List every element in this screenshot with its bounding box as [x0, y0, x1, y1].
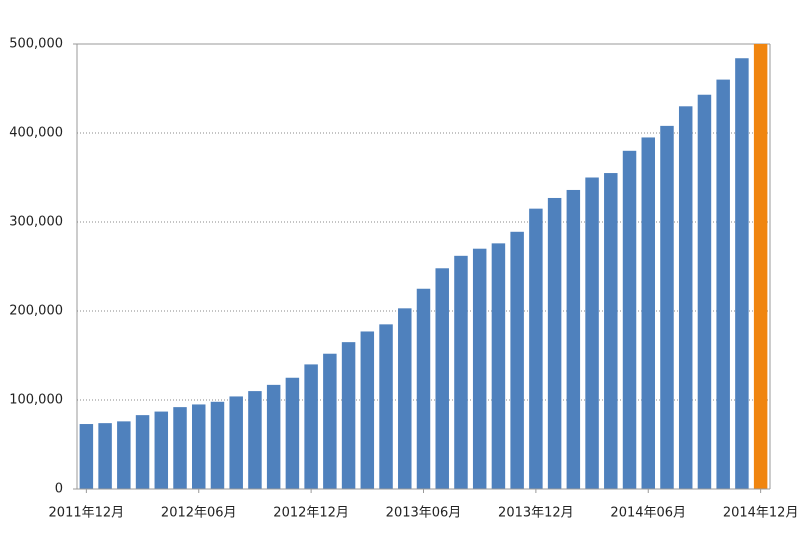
bar — [416, 288, 431, 489]
bar — [323, 353, 337, 489]
bar — [360, 331, 375, 489]
x-tick-label: 2012年12月 — [273, 506, 349, 521]
y-tick-label: 300,000 — [9, 215, 63, 230]
bar — [210, 401, 225, 489]
bar — [304, 364, 318, 489]
bar — [566, 189, 581, 489]
bar — [135, 415, 150, 489]
y-tick-label: 500,000 — [9, 37, 63, 52]
bar — [529, 208, 543, 489]
bar — [735, 58, 749, 490]
bar — [454, 255, 468, 489]
y-tick-label: 200,000 — [9, 304, 63, 319]
bar — [678, 106, 693, 490]
bar — [154, 411, 169, 489]
x-tick-label: 2012年06月 — [161, 506, 237, 521]
bar — [585, 177, 599, 489]
bar — [266, 384, 281, 489]
bar — [547, 197, 562, 489]
bar — [341, 342, 356, 489]
bar — [641, 137, 655, 489]
y-tick-label: 0 — [55, 482, 63, 497]
bar — [98, 423, 112, 489]
bar — [491, 243, 506, 489]
x-tick-label: 2011年12月 — [49, 506, 125, 521]
bar — [398, 308, 412, 489]
x-tick-label: 2013年12月 — [498, 506, 574, 521]
bar — [716, 79, 730, 489]
bar — [604, 173, 618, 490]
bar — [753, 44, 768, 489]
bar — [79, 424, 94, 489]
x-tick-label: 2013年06月 — [386, 506, 462, 521]
bar — [697, 94, 712, 489]
bar — [472, 248, 487, 489]
bar — [248, 391, 262, 489]
bar — [192, 404, 206, 489]
bar — [435, 268, 449, 489]
bar — [285, 377, 300, 489]
bar — [173, 407, 187, 489]
bar — [379, 324, 393, 489]
x-tick-label: 2014年06月 — [610, 506, 686, 521]
x-tick-label: 2014年12月 — [723, 506, 799, 521]
y-tick-label: 100,000 — [9, 393, 63, 408]
bar — [510, 231, 524, 490]
y-tick-label: 400,000 — [9, 126, 63, 141]
bar — [622, 150, 637, 490]
bar — [660, 125, 674, 489]
bar — [117, 421, 131, 489]
bar — [229, 396, 243, 489]
